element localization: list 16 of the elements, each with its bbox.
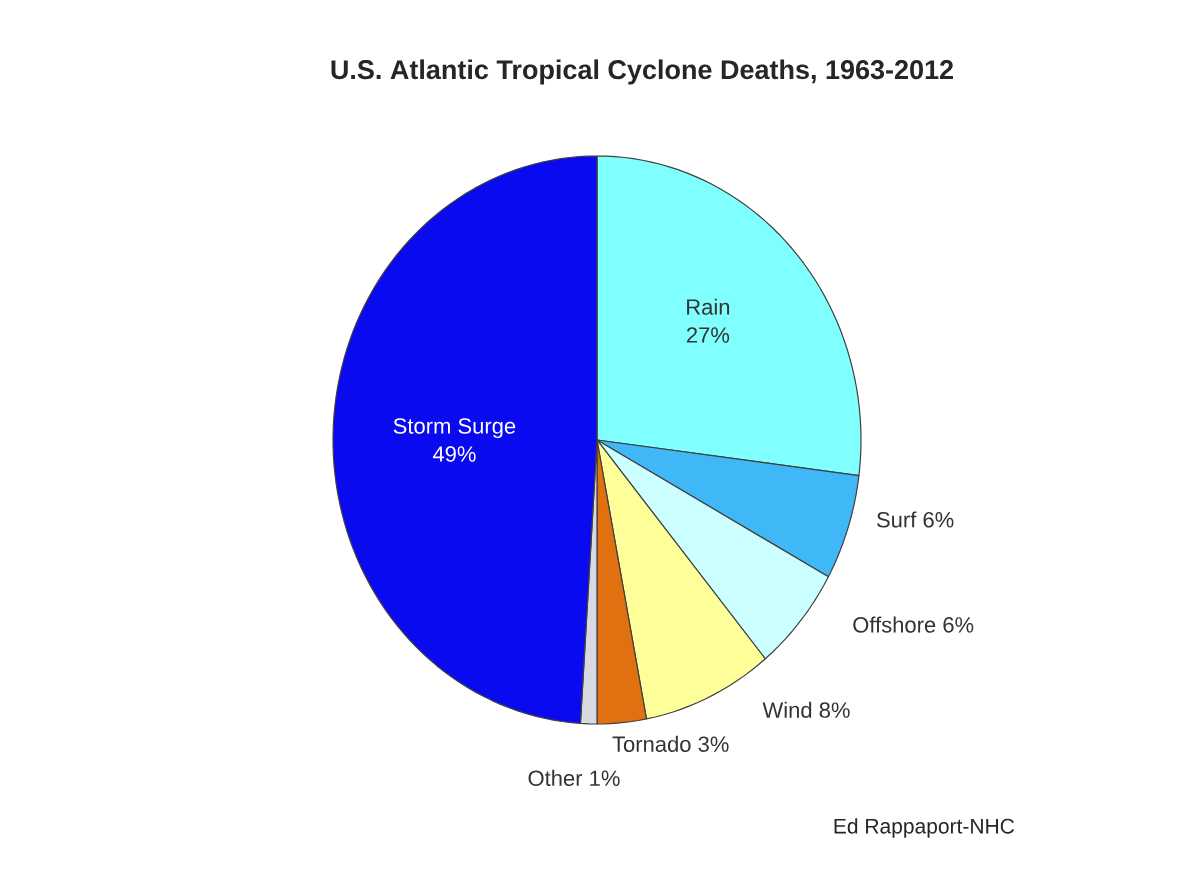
data-label: 6% xyxy=(943,617,974,633)
slice-label: Surf xyxy=(877,511,917,528)
slice-label: Wind xyxy=(762,701,812,718)
data-label: 27% xyxy=(686,327,730,343)
chart-title: U.S. Atlantic Tropical Cyclone Deaths, 1963-2012 xyxy=(331,59,953,85)
data-label: 8% xyxy=(819,702,850,718)
data-label: 6% xyxy=(923,512,954,528)
slice-label: Other xyxy=(528,769,583,787)
slice-label: Rain xyxy=(687,298,730,315)
slice-label: Storm Surge xyxy=(393,418,516,439)
data-label: 49% xyxy=(432,446,476,462)
text: Ed Rappaport-NHC xyxy=(834,818,1015,838)
slice-label: Offshore xyxy=(853,616,936,633)
slice-label: Tornado xyxy=(612,735,691,752)
data-label: 1% xyxy=(590,770,620,786)
data-label: 3% xyxy=(698,736,729,752)
